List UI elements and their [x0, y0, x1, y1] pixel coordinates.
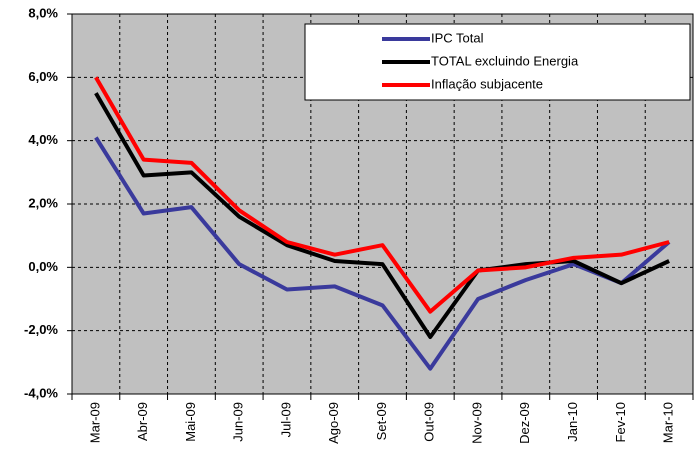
series-line — [94, 92, 670, 339]
legend-label: IPC Total — [431, 30, 484, 45]
x-tick-label: Abr-09 — [135, 402, 150, 441]
y-tick-label: 2,0% — [28, 195, 58, 210]
x-tick-label: Set-09 — [374, 402, 389, 440]
y-tick-label: 6,0% — [28, 69, 58, 84]
y-tick-label: 4,0% — [28, 132, 58, 147]
series-line — [94, 136, 671, 371]
legend-label: TOTAL excluindo Energia — [431, 53, 579, 68]
y-tick-label: 8,0% — [28, 5, 58, 20]
x-tick-label: Jul-09 — [278, 402, 293, 437]
y-tick-label: -2,0% — [24, 322, 58, 337]
legend-box — [304, 23, 691, 101]
x-tick-label: Jan-10 — [565, 402, 580, 442]
y-tick-label: 0,0% — [28, 259, 58, 274]
x-tick-label: Mai-09 — [183, 402, 198, 442]
x-tick-label: Out-09 — [422, 402, 437, 442]
x-tick-label: Mar-10 — [661, 402, 676, 443]
x-tick-label: Jun-09 — [231, 402, 246, 442]
x-tick-label: Fev-10 — [613, 402, 628, 442]
series-line — [94, 76, 670, 314]
x-tick-label: Dez-09 — [517, 402, 532, 444]
x-tick-label: Mar-09 — [87, 402, 102, 443]
x-tick-label: Nov-09 — [469, 402, 484, 444]
y-tick-label: -4,0% — [24, 385, 58, 400]
legend-label: Inflação subjacente — [431, 76, 543, 91]
x-tick-label: Ago-09 — [326, 402, 341, 444]
